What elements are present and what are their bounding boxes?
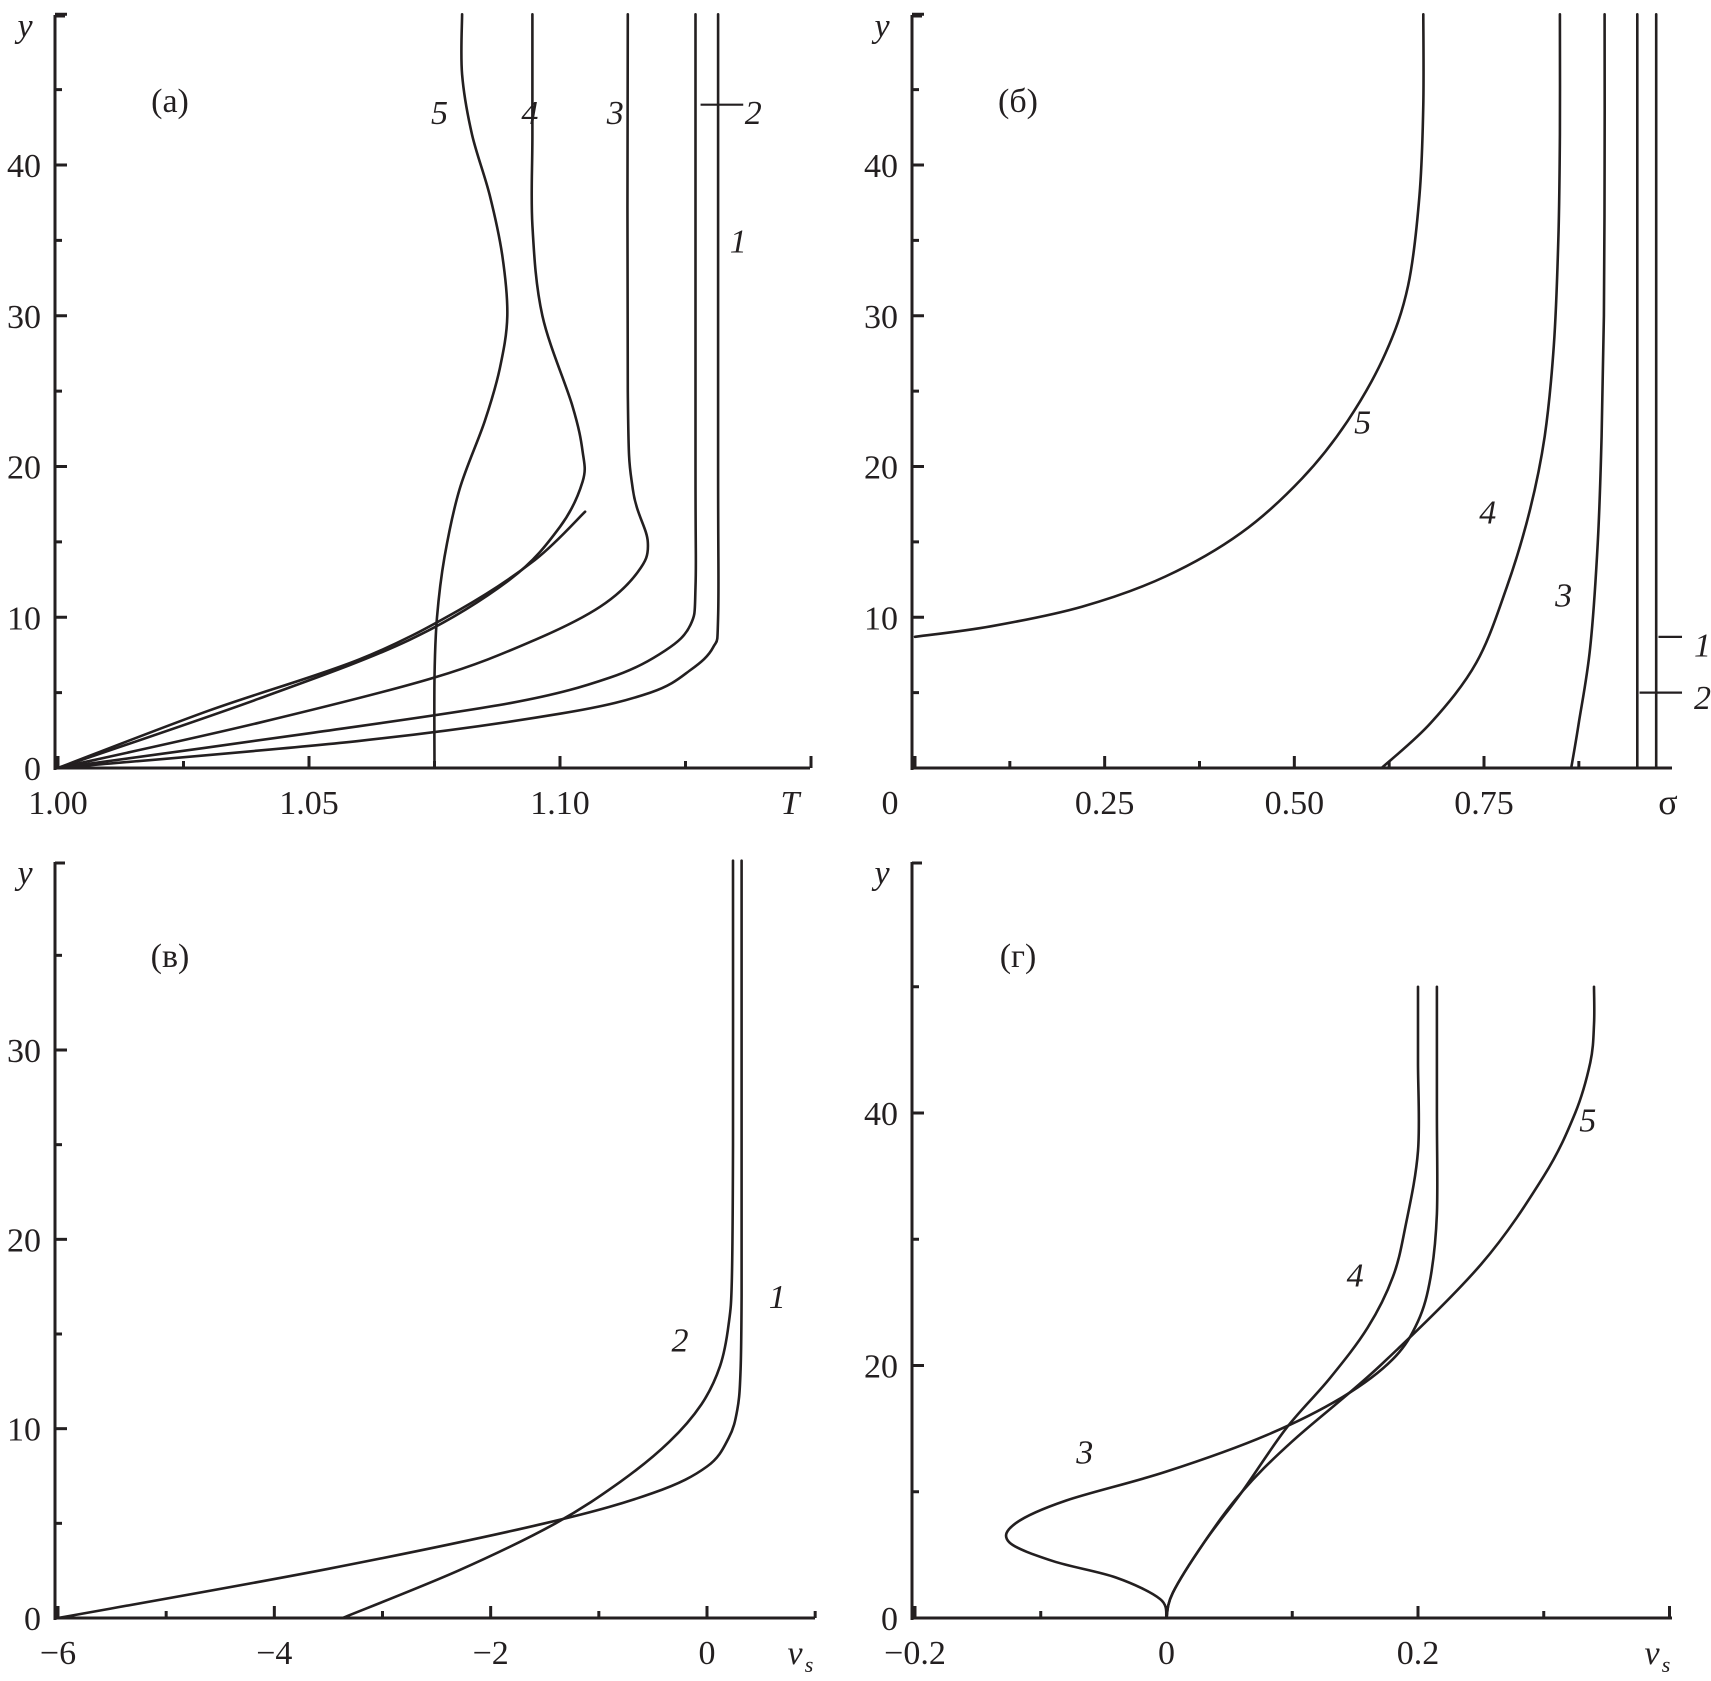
y-tick-label: 10: [7, 600, 41, 637]
curve-label-4: 4: [521, 95, 538, 132]
series-line-5: [913, 13, 1425, 639]
y-tick-label: 20: [864, 450, 898, 487]
curve-label-2: 2: [1694, 680, 1711, 717]
y-tick-label: 30: [7, 299, 41, 336]
curve-label-1: 1: [1694, 627, 1711, 664]
series-line-5: [56, 510, 587, 770]
y-axis-label: y: [871, 855, 890, 892]
curve-label-5: 5: [1354, 404, 1371, 441]
y-axis-label: y: [14, 855, 33, 892]
curve-label-3: 3: [1075, 1434, 1093, 1471]
x-axis-label: v: [787, 1635, 803, 1672]
y-axis-label: y: [871, 8, 890, 45]
series-line-2: [341, 859, 735, 1620]
curve-label-3: 3: [606, 95, 624, 132]
y-tick-label: 30: [864, 299, 898, 336]
panel-b: 10 20 30 40 0 0.25 0.50 0.75 y σ (б) 5 4 3 1 2: [864, 8, 1711, 822]
y-axis-label: y: [14, 8, 33, 45]
panel-a: 0 10 20 30 40 1.00 1.05 1.10 y T (а) 5 4 3 2 1: [7, 8, 813, 822]
y-tick-label: 20: [7, 450, 41, 487]
series-line-3: [1004, 985, 1439, 1620]
y-tick-label: 0: [24, 751, 41, 788]
panel-label: (в): [151, 938, 190, 975]
x-tick-label: −0.2: [884, 1635, 946, 1672]
x-tick-label: 1.00: [28, 785, 88, 822]
x-tick-label: 1.05: [279, 785, 339, 822]
y-tick-label: 10: [7, 1412, 41, 1449]
series-line-4: [1165, 985, 1421, 1620]
x-axis-label: σ: [1658, 782, 1677, 822]
x-tick-label: 0: [1158, 1635, 1175, 1672]
series-line-4: [56, 13, 587, 770]
panel-label: (а): [151, 83, 189, 120]
curve-label-2: 2: [745, 95, 762, 132]
curve-label-4: 4: [1347, 1258, 1364, 1295]
panel-label: (г): [1000, 938, 1037, 975]
curve-label-3: 3: [1554, 578, 1572, 615]
curve-label-1: 1: [769, 1279, 786, 1316]
x-tick-label: 1.10: [530, 785, 590, 822]
panel-v: 0 10 20 30 −6 −4 −2 0 y v s (в) 1 2: [7, 855, 817, 1677]
y-tick-label: 0: [881, 1601, 898, 1638]
series-line-3: [1569, 13, 1606, 770]
series-line-1: [56, 13, 720, 770]
x-tick-label: −4: [256, 1635, 292, 1672]
y-tick-label: 0: [24, 1601, 41, 1638]
x-tick-label: 0: [882, 785, 899, 822]
series-line-5: [1165, 985, 1596, 1620]
curve-label-4: 4: [1479, 495, 1496, 532]
x-tick-label: −6: [40, 1635, 76, 1672]
y-tick-label: 40: [864, 148, 898, 185]
curve-label-5: 5: [431, 95, 448, 132]
series-line-2: [56, 13, 698, 770]
curve-label-5: 5: [1579, 1102, 1596, 1139]
y-tick-label: 20: [7, 1222, 41, 1259]
y-tick-label: 30: [7, 1033, 41, 1070]
x-tick-label: 0.25: [1075, 785, 1135, 822]
series-line-1: [56, 859, 743, 1620]
x-axis-label: v: [1644, 1635, 1660, 1672]
x-tick-label: −2: [473, 1635, 509, 1672]
x-axis-label-subscript: s: [1662, 1652, 1671, 1677]
y-tick-label: 10: [864, 600, 898, 637]
series-line-3: [56, 13, 650, 770]
series-line-4: [1380, 13, 1562, 770]
x-tick-label: 0.50: [1265, 785, 1325, 822]
series-line-5: [433, 13, 509, 770]
x-tick-label: 0: [699, 1635, 716, 1672]
panel-label: (б): [998, 83, 1038, 120]
x-tick-label: 0.75: [1454, 785, 1514, 822]
curve-label-2: 2: [671, 1323, 688, 1360]
y-tick-label: 40: [864, 1096, 898, 1133]
x-tick-label: 0.2: [1397, 1635, 1440, 1672]
x-axis-label-subscript: s: [805, 1652, 814, 1677]
y-tick-label: 40: [7, 148, 41, 185]
y-tick-label: 20: [864, 1349, 898, 1386]
x-axis-label: T: [781, 785, 802, 822]
curve-label-1: 1: [730, 223, 747, 260]
